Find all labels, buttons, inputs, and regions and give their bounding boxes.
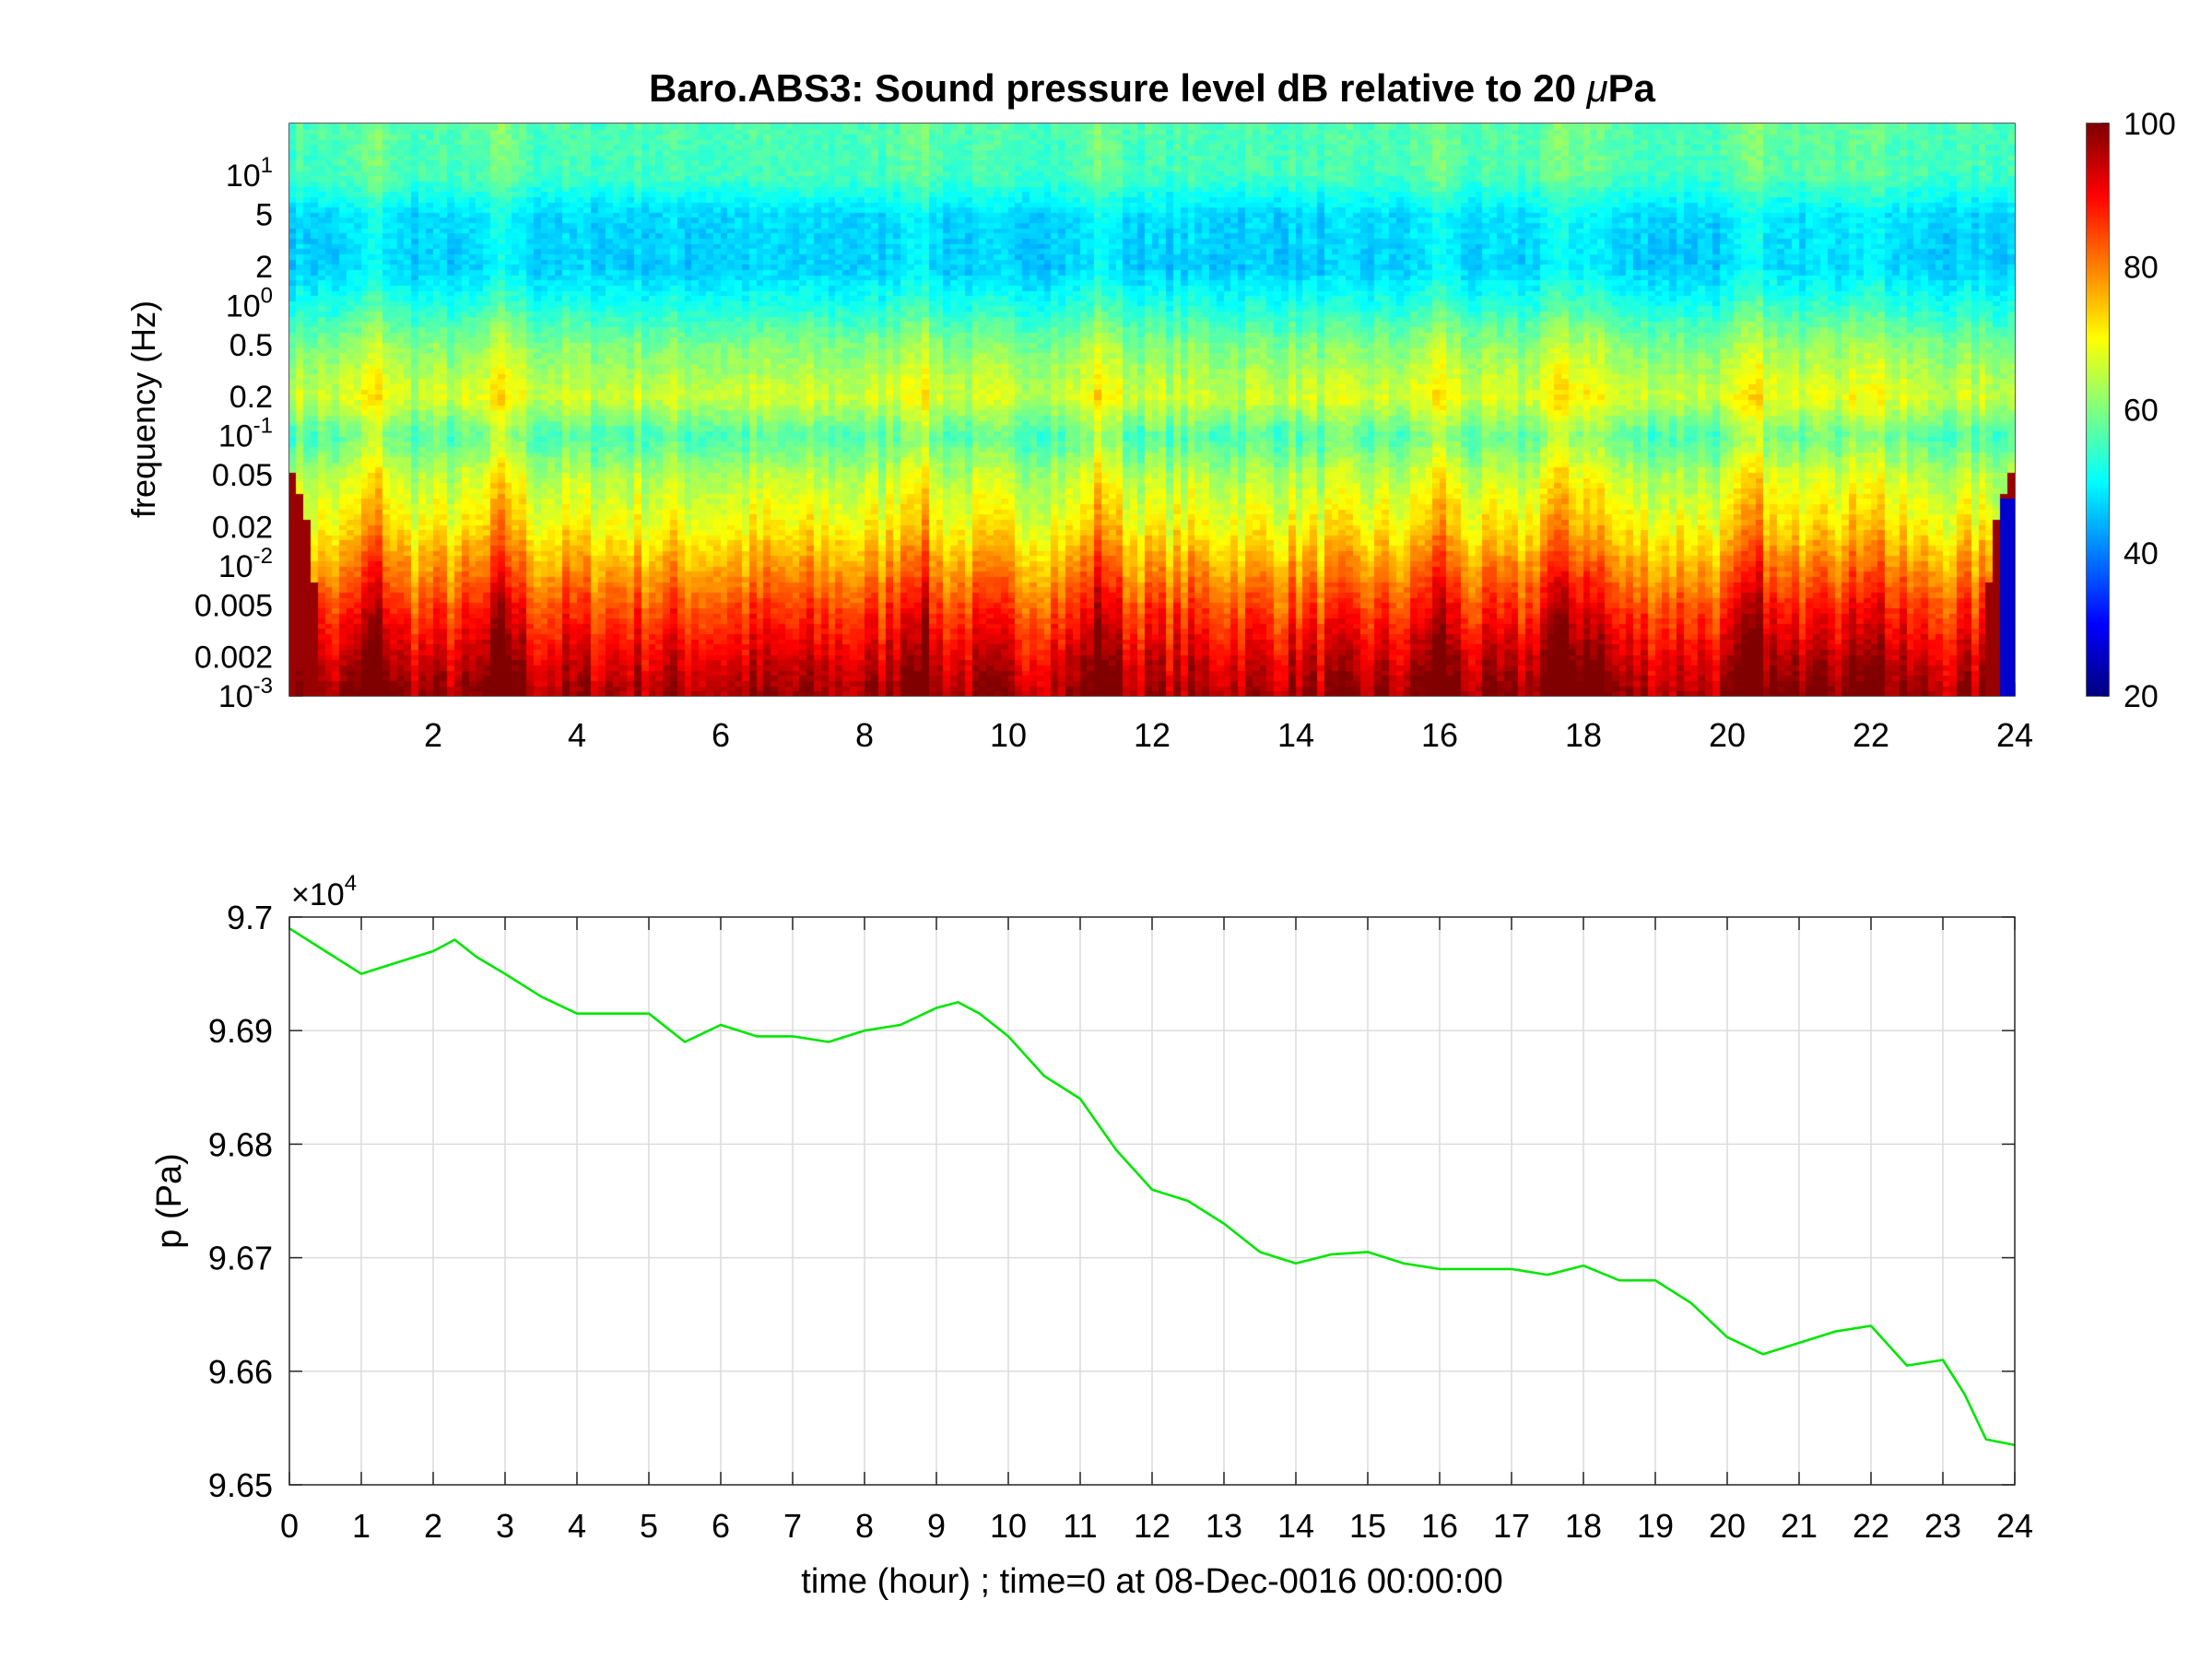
spectrogram-y-tick-label: 0.5 <box>229 328 273 363</box>
spectrogram-y-tick-label: 0.2 <box>229 380 273 415</box>
pressure-x-tick-label: 15 <box>1349 1507 1386 1545</box>
colorbar-tick-label: 60 <box>2124 394 2159 429</box>
pressure-x-tick-label: 6 <box>712 1507 730 1545</box>
spectrogram-y-tick-label: 10-3 <box>218 674 273 714</box>
spectrogram-y-tick-label: 0.005 <box>194 588 273 623</box>
spectrogram-y-tick-label: 101 <box>226 153 273 194</box>
spectrogram-x-tick-label: 4 <box>568 716 586 754</box>
pressure-x-tick-label: 22 <box>1853 1507 1889 1545</box>
pressure-y-multiplier: ×104 <box>291 871 357 912</box>
pressure-x-tick-label: 8 <box>855 1507 874 1545</box>
spectrogram-x-tick-label: 14 <box>1277 716 1314 754</box>
spectrogram-x-tick-label: 18 <box>1565 716 1602 754</box>
spectrogram-x-tick-label: 10 <box>990 716 1027 754</box>
spectrogram-x-tick-label: 8 <box>855 716 874 754</box>
pressure-x-label: time (hour) ; time=0 at 08-Dec-0016 00:0… <box>801 1562 1502 1601</box>
pressure-x-tick-label: 1 <box>352 1507 371 1545</box>
pressure-x-tick-label: 7 <box>783 1507 802 1545</box>
pressure-x-ticks: 0 1 2 3 4 5 6 7 8 9 10 11 12 13 14 15 16 17 18 19 20 21 22 23 24 <box>280 917 2033 1545</box>
spectrogram-y-tick-label: 0.02 <box>212 510 273 545</box>
pressure-x-tick-label: 12 <box>1134 1507 1171 1545</box>
pressure-y-tick-label: 9.66 <box>208 1353 273 1391</box>
pressure-y-tick-label: 9.67 <box>208 1240 273 1277</box>
colorbar-tick-label: 100 <box>2124 107 2176 142</box>
colorbar-tick-label: 40 <box>2124 536 2159 571</box>
spectrogram-y-tick-label: 0.002 <box>194 640 273 675</box>
spectrogram-y-label: frequency (Hz) <box>124 300 162 518</box>
chart-title: Baro.ABS3: Sound pressure level dB relat… <box>649 66 1656 110</box>
pressure-x-tick-label: 5 <box>640 1507 658 1545</box>
pressure-y-tick-label: 9.68 <box>208 1125 273 1163</box>
spectrogram-x-tick-label: 12 <box>1134 716 1171 754</box>
pressure-x-tick-label: 16 <box>1421 1507 1458 1545</box>
pressure-x-tick-label: 13 <box>1206 1507 1242 1545</box>
pressure-x-tick-label: 0 <box>280 1507 299 1545</box>
spectrogram-x-tick-label: 22 <box>1853 716 1889 754</box>
pressure-y-tick-label: 9.7 <box>227 899 273 936</box>
pressure-series-line <box>288 927 2016 1447</box>
pressure-y-ticks: 9.65 9.66 9.67 9.68 9.69 9.7 <box>208 899 2015 1504</box>
spectrogram-panel: 2 4 6 8 10 12 14 16 18 20 22 24 10-30.0020.00510-20… <box>124 123 2033 754</box>
pressure-x-tick-label: 3 <box>496 1507 514 1545</box>
spectrogram-y-tick-label: 10-2 <box>218 544 273 584</box>
pressure-x-tick-label: 11 <box>1063 1507 1097 1545</box>
pressure-x-tick-label: 20 <box>1709 1507 1746 1545</box>
spectrogram-x-tick-label: 20 <box>1709 716 1746 754</box>
pressure-x-tick-label: 9 <box>927 1507 946 1545</box>
pressure-x-tick-label: 2 <box>424 1507 442 1545</box>
pressure-y-tick-label: 9.69 <box>208 1012 273 1050</box>
pressure-x-tick-label: 4 <box>568 1507 586 1545</box>
spectrogram-x-tick-label: 6 <box>712 716 730 754</box>
colorbar-gradient <box>2087 124 2109 696</box>
spectrogram-y-tick-label: 0.05 <box>212 458 273 493</box>
spectrogram-x-tick-label: 2 <box>424 716 442 754</box>
spectrogram-x-tick-label: 24 <box>1996 716 2033 754</box>
spectrogram-y-tick-label: 2 <box>255 250 273 285</box>
pressure-x-tick-label: 19 <box>1637 1507 1674 1545</box>
pressure-x-tick-label: 18 <box>1565 1507 1602 1545</box>
spectrogram-y-tick-label: 5 <box>255 198 273 233</box>
pressure-panel: 0 1 2 3 4 5 6 7 8 9 10 11 12 13 14 15 16 17 18 19 20 21 22 23 24… <box>150 871 2033 1601</box>
colorbar-ticks: 20 40 60 80 100 <box>2101 107 2176 714</box>
pressure-x-tick-label: 23 <box>1924 1507 1961 1545</box>
spectrogram-y-tick-label: 10-1 <box>218 414 273 454</box>
pressure-x-tick-label: 21 <box>1781 1507 1818 1545</box>
spectrogram-heatmap <box>289 124 2015 696</box>
colorbar: 20 40 60 80 100 <box>2086 107 2176 714</box>
spectrogram-x-tick-label: 16 <box>1421 716 1458 754</box>
pressure-x-tick-label: 24 <box>1996 1507 2033 1545</box>
colorbar-tick-label: 80 <box>2124 250 2159 285</box>
pressure-y-tick-label: 9.65 <box>208 1466 273 1504</box>
pressure-x-tick-label: 10 <box>990 1507 1027 1545</box>
pressure-x-tick-label: 14 <box>1277 1507 1314 1545</box>
pressure-y-label: p (Pa) <box>150 1153 189 1248</box>
spectrogram-y-tick-label: 100 <box>226 283 273 324</box>
pressure-grid <box>289 917 2015 1485</box>
spectrogram-y-ticks: 10-30.002 0.005 10-20.02 0.05 10-10.2 0.5 1002… <box>194 153 302 714</box>
colorbar-tick-label: 20 <box>2124 679 2159 714</box>
pressure-x-tick-label: 17 <box>1493 1507 1530 1545</box>
